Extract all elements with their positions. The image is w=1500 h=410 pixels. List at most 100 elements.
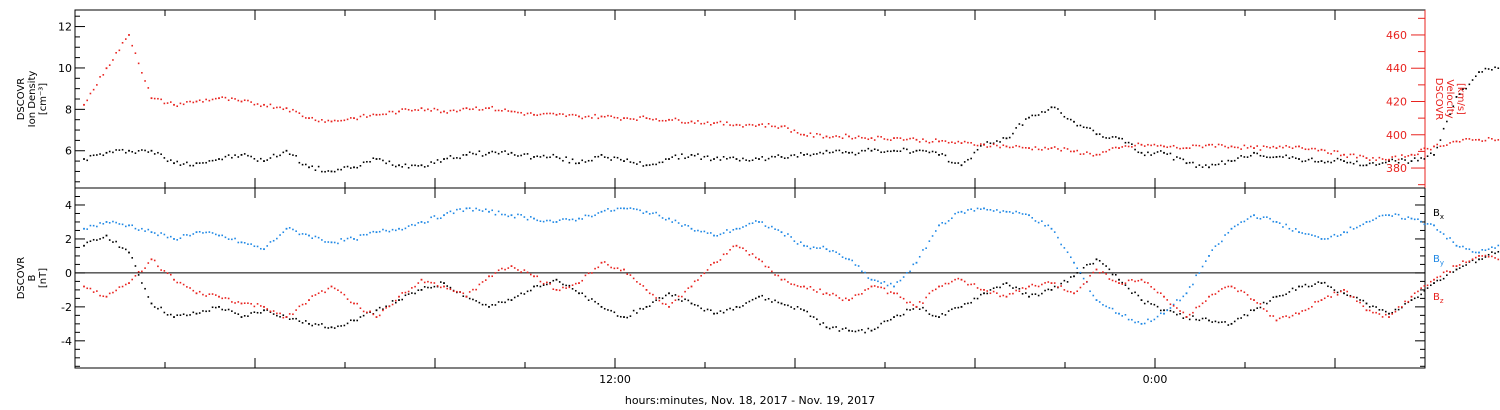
data-point-fill <box>992 287 995 290</box>
data-point-fill <box>1002 144 1005 147</box>
data-point-fill <box>976 148 979 151</box>
data-point-fill <box>214 306 217 309</box>
data-point <box>1478 251 1480 254</box>
data-point-fill <box>321 170 323 173</box>
data-point-fill <box>526 290 529 293</box>
data-point-fill <box>475 300 477 302</box>
data-point-fill <box>1131 318 1133 321</box>
data-point <box>1343 153 1345 156</box>
data-point-fill <box>1436 279 1439 282</box>
data-point-fill <box>1066 281 1069 283</box>
data-point-fill <box>1060 112 1062 114</box>
data-point-fill <box>427 286 429 289</box>
data-point-fill <box>1182 317 1185 319</box>
data-point <box>285 149 288 152</box>
data-point-fill <box>247 154 249 157</box>
data-point-fill <box>369 114 371 117</box>
data-point-fill <box>1491 251 1493 253</box>
data-point-fill <box>767 226 770 229</box>
data-point-fill <box>812 136 815 138</box>
data-point-fill <box>144 230 146 232</box>
data-point-fill <box>359 234 362 236</box>
data-point-fill <box>1047 288 1050 291</box>
data-point-fill <box>497 109 500 112</box>
data-point-fill <box>160 232 162 234</box>
data-point-fill <box>1314 283 1316 285</box>
data-point-fill <box>1362 299 1365 302</box>
data-point-fill <box>1429 284 1432 287</box>
data-point-fill <box>382 159 384 162</box>
data-point-fill <box>661 297 664 300</box>
data-point-fill <box>401 292 404 294</box>
data-point <box>83 103 85 106</box>
data-point-fill <box>542 154 545 157</box>
data-point-fill <box>89 92 92 95</box>
data-point <box>105 67 108 70</box>
data-point-fill <box>1143 281 1146 284</box>
data-point-fill <box>1291 156 1294 158</box>
data-point-fill <box>317 292 320 295</box>
data-point-fill <box>1359 299 1361 301</box>
data-point-fill <box>1446 237 1448 240</box>
data-point <box>623 160 625 162</box>
data-point-fill <box>1304 283 1307 286</box>
data-point-fill <box>224 236 227 239</box>
data-point-fill <box>211 159 214 162</box>
data-point-fill <box>314 235 317 238</box>
data-point-fill <box>996 292 998 294</box>
data-point <box>1140 299 1143 301</box>
data-point-fill <box>494 109 497 112</box>
data-point-fill <box>922 149 924 152</box>
data-point <box>735 227 738 230</box>
data-point-fill <box>1198 164 1201 166</box>
data-point-fill <box>989 145 992 148</box>
data-point <box>173 316 175 318</box>
data-point <box>1208 166 1210 169</box>
data-point-fill <box>484 208 487 211</box>
data-point-fill <box>1471 139 1474 141</box>
data-point-fill <box>767 297 770 300</box>
data-point-fill <box>523 216 526 218</box>
data-point-fill <box>1436 276 1439 279</box>
data-point-fill <box>182 163 185 165</box>
data-point-fill <box>1397 308 1400 311</box>
data-point-fill <box>250 101 252 103</box>
data-point-fill <box>276 312 278 315</box>
data-point-fill <box>269 310 272 313</box>
data-point-fill <box>362 310 365 313</box>
data-point-fill <box>738 124 741 126</box>
data-point-fill <box>1211 163 1214 166</box>
data-point-fill <box>497 152 500 155</box>
data-point-fill <box>619 207 622 210</box>
data-point <box>105 234 108 237</box>
data-point-fill <box>832 292 834 295</box>
data-point-fill <box>777 301 780 304</box>
data-point <box>488 151 490 154</box>
data-point-fill <box>179 237 182 240</box>
data-point-fill <box>764 265 767 268</box>
data-point-fill <box>816 291 818 293</box>
data-point-fill <box>886 284 889 287</box>
data-point-fill <box>883 151 886 153</box>
data-point-fill <box>214 97 217 100</box>
data-point-fill <box>1446 274 1448 276</box>
data-point-fill <box>337 289 339 291</box>
data-point-fill <box>340 291 342 294</box>
data-point-fill <box>394 301 397 304</box>
data-point-fill <box>1195 306 1197 309</box>
data-point-fill <box>616 315 619 317</box>
data-point-fill <box>838 330 841 332</box>
data-point-fill <box>475 207 477 210</box>
data-point-fill <box>1188 313 1191 316</box>
data-point-fill <box>1336 291 1339 294</box>
data-point-fill <box>857 135 860 138</box>
data-point-fill <box>880 136 882 138</box>
data-point <box>938 153 940 156</box>
data-point-fill <box>1282 315 1284 318</box>
data-point-fill <box>436 108 439 111</box>
data-point-fill <box>179 281 182 284</box>
data-point-fill <box>546 281 548 284</box>
data-point-fill <box>237 99 240 102</box>
data-point-fill <box>1102 263 1104 265</box>
data-point-fill <box>304 302 307 305</box>
